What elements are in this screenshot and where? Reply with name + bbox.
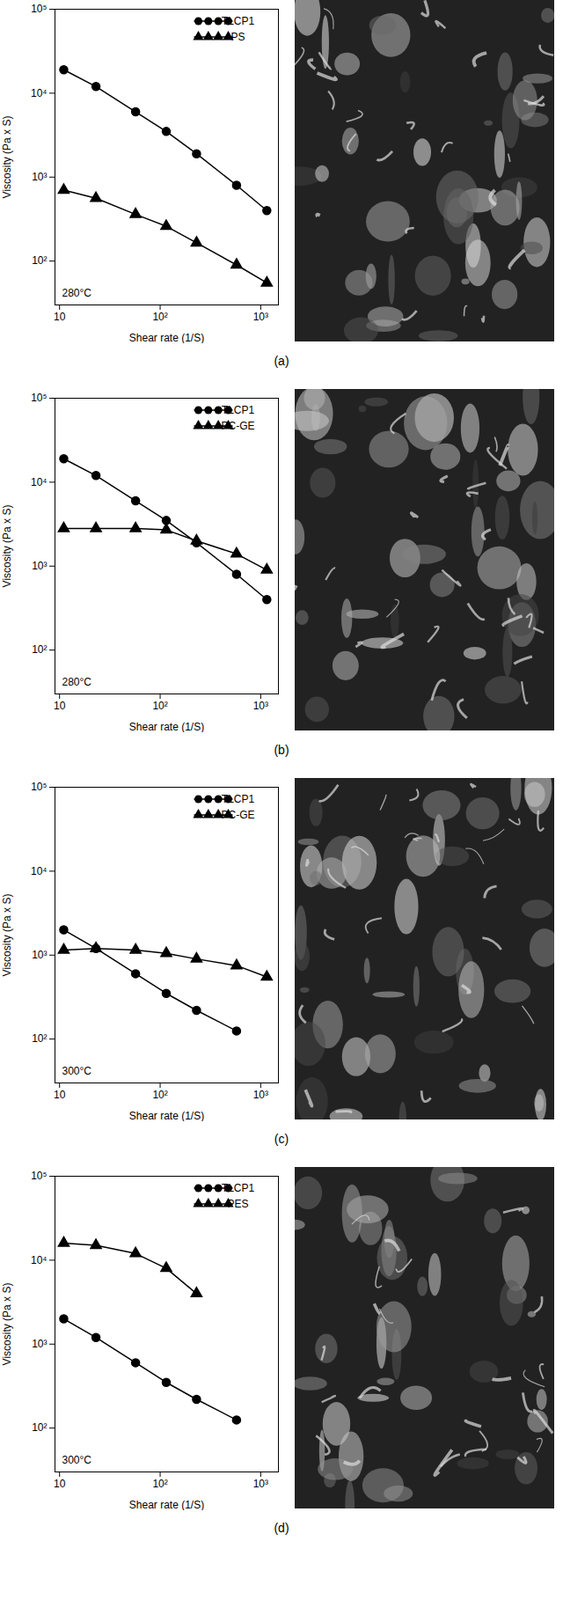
svg-text:10⁵: 10⁵ [30,1169,47,1182]
svg-text:10⁴: 10⁴ [30,475,48,489]
svg-text:10²: 10² [31,643,47,656]
svg-text:PC-GE: PC-GE [220,808,255,821]
svg-text:10⁵: 10⁵ [30,391,47,404]
html-text:(b): (b) [273,742,290,757]
svg-text:10⁴: 10⁴ [30,1253,48,1266]
svg-text:10: 10 [53,310,66,323]
html-text:(d): (d) [273,1520,290,1535]
svg-text:10⁴: 10⁴ [30,864,48,878]
svg-text:TLCP1: TLCP1 [221,792,256,805]
svg-text:10³: 10³ [253,1088,269,1101]
svg-text:280°C: 280°C [62,286,93,300]
svg-text:10⁴: 10⁴ [30,87,48,100]
svg-text:Shear rate (1/S): Shear rate (1/S) [129,1498,205,1511]
svg-text:10³: 10³ [31,1337,47,1350]
svg-text:TLCP1: TLCP1 [221,1181,256,1194]
svg-text:TLCP1: TLCP1 [221,14,256,28]
svg-text:10³: 10³ [31,948,47,961]
svg-text:TLCP1: TLCP1 [221,403,256,417]
html-text:(c): (c) [274,1131,289,1146]
svg-text:Viscosity (Pa x S): Viscosity (Pa x S) [0,504,14,588]
svg-text:280°C: 280°C [62,675,93,688]
svg-text:10²: 10² [152,310,168,323]
svg-text:10²: 10² [152,699,168,712]
svg-text:10³: 10³ [253,310,269,323]
svg-text:10⁵: 10⁵ [30,2,47,15]
html-text:(a): (a) [273,353,290,368]
svg-text:10: 10 [53,699,66,712]
svg-text:10²: 10² [31,1420,47,1434]
svg-text:300°C: 300°C [62,1064,93,1077]
svg-text:10²: 10² [152,1476,168,1490]
svg-text:Shear rate (1/S): Shear rate (1/S) [129,720,205,733]
svg-text:Shear rate (1/S): Shear rate (1/S) [129,1109,205,1122]
svg-text:PS: PS [230,30,245,44]
svg-text:10²: 10² [31,254,47,267]
svg-text:Shear rate (1/S): Shear rate (1/S) [129,331,205,344]
svg-text:10⁵: 10⁵ [30,780,47,793]
svg-text:10: 10 [53,1088,66,1101]
svg-text:10²: 10² [31,1031,47,1045]
svg-text:10³: 10³ [253,1476,269,1490]
svg-text:Viscosity (Pa x S): Viscosity (Pa x S) [0,116,14,199]
svg-text:10²: 10² [152,1088,168,1101]
svg-text:300°C: 300°C [62,1453,93,1466]
svg-text:10³: 10³ [31,559,47,572]
svg-text:10: 10 [53,1476,66,1490]
svg-text:Viscosity (Pa x S): Viscosity (Pa x S) [0,1282,14,1366]
svg-text:PC-GE: PC-GE [220,419,255,432]
svg-text:10³: 10³ [31,170,47,183]
svg-text:10³: 10³ [253,699,269,712]
svg-text:PES: PES [226,1197,249,1210]
svg-text:Viscosity (Pa x S): Viscosity (Pa x S) [0,893,14,977]
